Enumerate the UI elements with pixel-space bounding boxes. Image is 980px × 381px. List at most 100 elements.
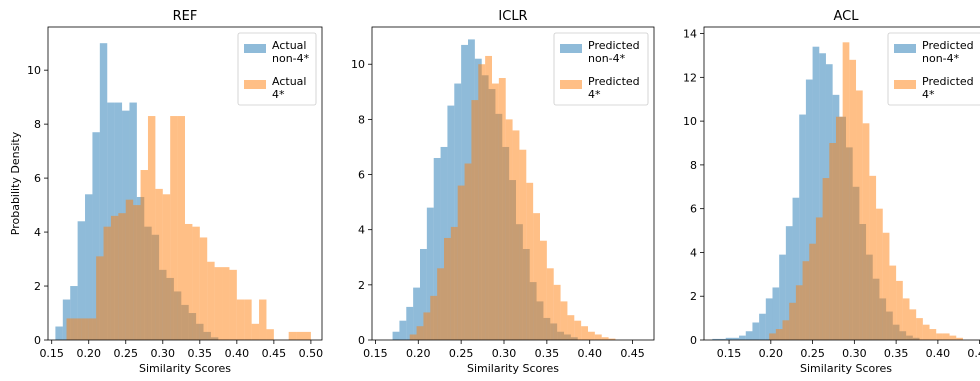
histogram-bar [457, 185, 465, 340]
y-tick-label: 0 [358, 334, 365, 347]
histogram-bar [110, 215, 119, 340]
series-4star [769, 42, 963, 340]
legend-swatch [560, 80, 582, 89]
y-tick-label: 0 [690, 334, 697, 347]
histogram-bar [85, 194, 93, 340]
histogram-bar [464, 163, 472, 340]
histogram-bar [118, 213, 126, 340]
histogram-bar [492, 83, 499, 340]
x-tick-label: 0.25 [449, 347, 474, 360]
histogram-bar [829, 143, 836, 340]
axes-frame [47, 26, 323, 341]
x-axis-label: Similarity Scores [139, 362, 231, 375]
legend-swatch [894, 80, 916, 89]
legend-label: Predicted [922, 75, 974, 88]
histogram-bar [792, 197, 800, 340]
histogram-bar [430, 295, 438, 340]
histogram-bar [782, 320, 790, 340]
legend-label: Predicted [588, 39, 640, 52]
histogram-bar [929, 329, 937, 340]
histogram-bar [540, 240, 547, 340]
histogram-bar [581, 326, 588, 340]
histogram-bar [444, 237, 451, 340]
histogram-bar [799, 114, 806, 340]
x-tick-label: 0.40 [577, 347, 602, 360]
histogram-bar [185, 223, 193, 340]
y-tick-label: 4 [34, 226, 41, 239]
bars-group [55, 43, 311, 340]
histogram-bar [922, 324, 930, 340]
histogram-bar [73, 318, 82, 340]
histogram-bar [222, 267, 230, 340]
y-tick-label: 6 [358, 169, 365, 182]
x-tick-label: 0.25 [114, 347, 139, 360]
histogram-bar [949, 335, 957, 340]
legend-label: 4* [922, 88, 935, 101]
histogram-bar [81, 318, 89, 340]
histogram-bar [519, 149, 527, 340]
y-tick-label: 2 [34, 280, 41, 293]
histogram-bar [70, 286, 78, 340]
histogram-panel-ref: 0.15 0.20 0.25 0.30 0.35 0.40 0.45 0.50 0 2 4 6 8 10 R… [9, 9, 323, 375]
histogram-bar [471, 100, 479, 340]
histogram-bar [785, 226, 793, 340]
histogram-bar [170, 116, 178, 340]
histogram-bar [207, 261, 215, 340]
histogram-panel-acl: 0.15 0.20 0.25 0.30 0.35 0.40 0.45 0 2 4 6 8 10 12 14 A… [683, 9, 980, 375]
histogram-bar [433, 157, 441, 340]
histogram-bar [812, 46, 820, 340]
y-tick-label: 10 [351, 58, 365, 71]
y-tick-label: 8 [690, 159, 697, 172]
legend-label: 4* [588, 88, 601, 101]
histogram-bar [745, 331, 753, 340]
axes-frame [703, 26, 980, 341]
histogram-bar [732, 337, 740, 340]
x-axis-label: Similarity Scores [467, 362, 559, 375]
histogram-bar [769, 333, 776, 340]
histogram-panel-iclr: 0.15 0.20 0.25 0.30 0.35 0.40 0.45 0 2 4 6 8 10 ICLR S… [351, 9, 655, 375]
series-4star [409, 55, 616, 340]
histogram-bar [574, 320, 582, 340]
chart-title: ACL [834, 9, 860, 24]
histogram-bar [546, 268, 554, 340]
x-tick-label: 0.35 [884, 347, 909, 360]
x-tick-label: 0.35 [188, 347, 213, 360]
x-tick-label: 0.45 [620, 347, 645, 360]
histogram-bar [147, 116, 156, 340]
histogram-bar [896, 280, 903, 340]
legend-swatch [244, 80, 266, 89]
y-tick-label: 8 [34, 118, 41, 131]
y-tick-label: 6 [34, 172, 41, 185]
bars-group [712, 42, 963, 340]
histogram-bar [876, 208, 883, 340]
histogram-bar [478, 64, 486, 340]
histogram-bar [192, 226, 200, 340]
legend-label: non-4* [922, 52, 960, 65]
histogram-bar [406, 306, 414, 340]
histogram-bar [533, 213, 540, 340]
legend-label: Predicted [588, 75, 640, 88]
histogram-bar [862, 123, 870, 340]
x-tick-label: 0.15 [39, 347, 64, 360]
histogram-bar [505, 119, 513, 340]
x-tick-label: 0.40 [225, 347, 250, 360]
histogram-bar [392, 331, 400, 340]
histogram-bar [199, 237, 208, 340]
histogram-bar [55, 326, 63, 340]
histogram-bar [416, 326, 424, 340]
histogram-bar [107, 102, 115, 340]
y-tick-label: 12 [683, 71, 697, 84]
histogram-bar [739, 335, 746, 340]
histogram-bar [498, 78, 506, 340]
histogram-bar [214, 267, 223, 340]
histogram-bar [936, 333, 943, 340]
y-tick-label: 14 [683, 28, 697, 41]
y-tick-label: 0 [34, 334, 41, 347]
y-tick-label: 6 [690, 203, 697, 216]
histogram-bar [447, 105, 455, 340]
histogram-bar [956, 337, 963, 340]
